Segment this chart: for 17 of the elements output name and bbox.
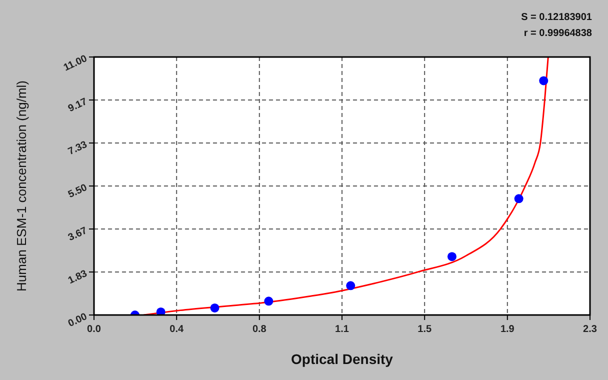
x-axis-title: Optical Density xyxy=(291,351,394,367)
y-tick-label: 11.00 xyxy=(62,53,90,74)
x-tick-label: 0.0 xyxy=(87,324,102,335)
text: r = 0.99964838 xyxy=(524,28,592,39)
y-axis-title: Human ESM-1 concentration (ng/ml) xyxy=(14,80,29,292)
y-tick-label: 1.83 xyxy=(66,268,90,287)
y-tick-label: 9.17 xyxy=(66,96,90,115)
x-tick-label: 0.8 xyxy=(252,324,267,335)
x-tick-label: 0.4 xyxy=(170,324,184,335)
x-tick-label: 1.5 xyxy=(418,324,432,335)
y-tick-label: 5.50 xyxy=(66,182,90,201)
x-tick-label: 2.3 xyxy=(583,324,598,335)
y-tick-label: 7.33 xyxy=(66,139,90,158)
x-tick-label: 1.1 xyxy=(335,324,350,335)
x-tick-label: 1.9 xyxy=(500,324,515,335)
text: S = 0.12183901 xyxy=(521,12,592,23)
y-tick-label: 3.67 xyxy=(66,225,90,244)
